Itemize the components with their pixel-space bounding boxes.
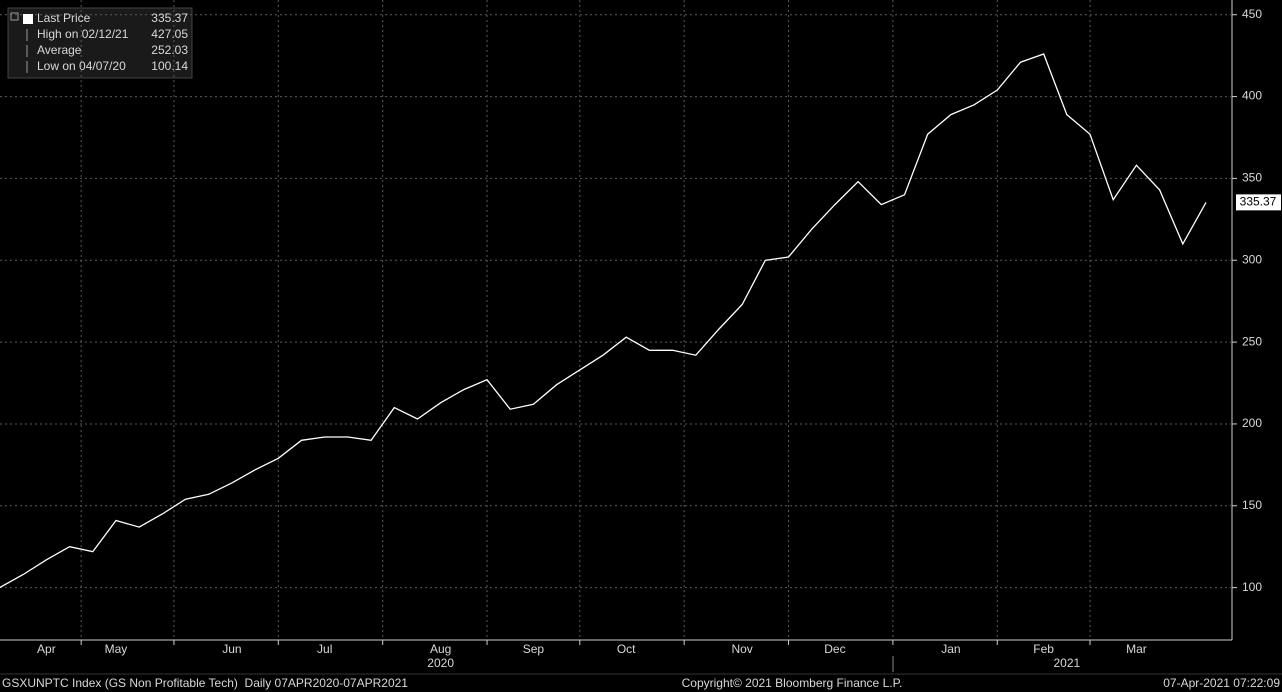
y-tick-label: 100: [1242, 580, 1262, 594]
y-tick-label: 400: [1242, 89, 1262, 103]
x-tick-label: Nov: [731, 642, 752, 656]
x-tick-label: Oct: [617, 642, 636, 656]
price-line: [0, 53, 1207, 588]
legend-value: 427.05: [151, 27, 188, 41]
legend-label: Average: [37, 43, 82, 57]
footer-right: 07-Apr-2021 07:22:09: [1163, 676, 1280, 690]
y-tick-label: 200: [1242, 416, 1262, 430]
legend-label: Last Price: [37, 11, 91, 25]
y-tick-label: 450: [1242, 7, 1262, 21]
x-tick-label: Jul: [317, 642, 332, 656]
legend-toggle: [10, 12, 19, 21]
legend-label: Low on 04/07/20: [37, 59, 126, 73]
legend-value: 335.37: [151, 11, 188, 25]
legend-label: High on 02/12/21: [37, 27, 129, 41]
last-price-tag: [1236, 194, 1281, 211]
x-tick-label: Apr: [37, 642, 56, 656]
x-tick-label: Mar: [1126, 642, 1147, 656]
year-label: 2020: [427, 656, 454, 670]
x-tick-label: Feb: [1033, 642, 1054, 656]
x-tick-label: Sep: [523, 642, 545, 656]
y-tick-label: 150: [1242, 498, 1262, 512]
y-tick-label: 300: [1242, 252, 1262, 266]
legend-box: [7, 7, 193, 79]
x-tick-label: Dec: [824, 642, 845, 656]
y-tick-label: 250: [1242, 334, 1262, 348]
footer-center: Copyright© 2021 Bloomberg Finance L.P.: [682, 676, 903, 690]
legend-swatch: [23, 14, 33, 24]
x-tick-label: Jun: [222, 642, 241, 656]
x-tick-label: May: [105, 642, 128, 656]
x-tick-label: Aug: [430, 642, 451, 656]
legend-value: 100.14: [151, 59, 188, 73]
x-tick-label: Jan: [941, 642, 960, 656]
legend-value: 252.03: [151, 43, 188, 57]
last-price-label: 335.37: [1240, 195, 1277, 209]
y-tick-label: 350: [1242, 171, 1262, 185]
footer-left: GSXUNPTC Index (GS Non Profitable Tech) …: [2, 676, 408, 690]
year-label: 2021: [1053, 656, 1080, 670]
